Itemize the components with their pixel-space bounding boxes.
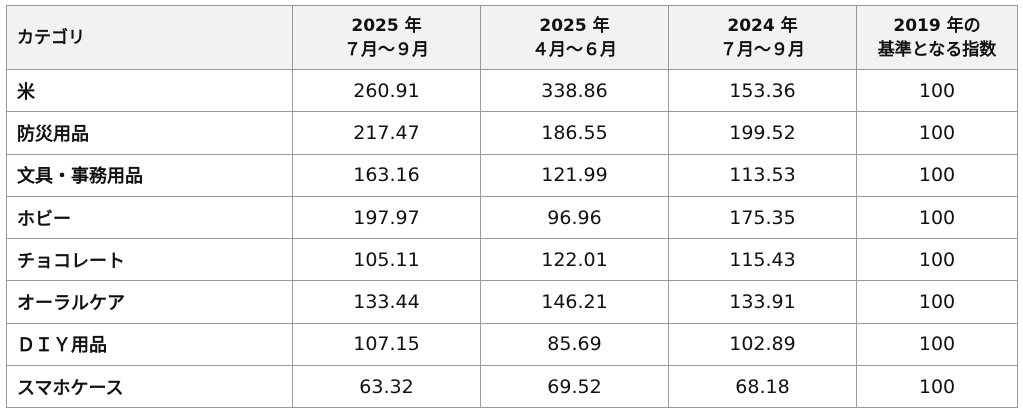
value-cell: 85.69 <box>480 322 669 367</box>
category-cell: ホビー <box>6 195 293 240</box>
category-cell: 防災用品 <box>6 111 293 155</box>
header-text: 2025 年 <box>539 15 610 36</box>
header-text: 2025 年 <box>351 15 422 36</box>
value-cell: 100 <box>856 68 1018 113</box>
value-cell: 199.52 <box>668 111 857 155</box>
table-row: 防災用品 217.47 186.55 199.52 100 <box>6 111 1018 155</box>
value-cell: 100 <box>856 365 1018 409</box>
value-cell: 146.21 <box>480 280 669 324</box>
header-text: ４月～６月 <box>532 39 617 60</box>
value-cell: 186.55 <box>480 111 669 155</box>
table-row: チョコレート 105.11 122.01 115.43 100 <box>6 238 1018 282</box>
category-cell: 米 <box>6 68 293 113</box>
value-cell: 100 <box>856 280 1018 324</box>
header-text: ７月～９月 <box>720 39 805 60</box>
data-table: カテゴリ 2025 年 ７月～９月 2025 年 ４月～６月 2024 年 ７月～９月 201… <box>6 5 1018 409</box>
value-cell: 153.36 <box>668 68 857 113</box>
category-cell: チョコレート <box>6 238 293 282</box>
header-cell: 2025 年 ４月～６月 <box>480 5 669 70</box>
value-cell: 133.91 <box>668 280 857 324</box>
category-cell: ＤＩＹ用品 <box>6 322 293 367</box>
value-cell: 217.47 <box>292 111 481 155</box>
value-cell: 133.44 <box>292 280 481 324</box>
category-cell: オーラルケア <box>6 280 293 324</box>
header-text: カテゴリ <box>17 27 85 48</box>
table-row: オーラルケア 133.44 146.21 133.91 100 <box>6 280 1018 324</box>
value-cell: 107.15 <box>292 322 481 367</box>
header-text: ７月～９月 <box>344 39 429 60</box>
value-cell: 175.35 <box>668 195 857 240</box>
header-text: 2024 年 <box>727 15 798 36</box>
table-header: カテゴリ 2025 年 ７月～９月 2025 年 ４月～６月 2024 年 ７月～９月 201… <box>6 5 1018 70</box>
header-cell: 2019 年の 基準となる指数 <box>856 5 1018 70</box>
value-cell: 68.18 <box>668 365 857 409</box>
table-row: スマホケース 63.32 69.52 68.18 100 <box>6 365 1018 409</box>
value-cell: 100 <box>856 238 1018 282</box>
value-cell: 100 <box>856 153 1018 197</box>
value-cell: 121.99 <box>480 153 669 197</box>
value-cell: 338.86 <box>480 68 669 113</box>
value-cell: 100 <box>856 322 1018 367</box>
value-cell: 113.53 <box>668 153 857 197</box>
value-cell: 122.01 <box>480 238 669 282</box>
value-cell: 260.91 <box>292 68 481 113</box>
header-cell: 2024 年 ７月～９月 <box>668 5 857 70</box>
table-row: ホビー 197.97 96.96 175.35 100 <box>6 195 1018 240</box>
header-row: カテゴリ 2025 年 ７月～９月 2025 年 ４月～６月 2024 年 ７月～９月 201… <box>6 5 1018 70</box>
value-cell: 163.16 <box>292 153 481 197</box>
value-cell: 105.11 <box>292 238 481 282</box>
value-cell: 96.96 <box>480 195 669 240</box>
category-cell: スマホケース <box>6 365 293 409</box>
header-cell: カテゴリ <box>6 5 293 70</box>
value-cell: 63.32 <box>292 365 481 409</box>
value-cell: 100 <box>856 195 1018 240</box>
value-cell: 197.97 <box>292 195 481 240</box>
value-cell: 100 <box>856 111 1018 155</box>
header-text: 2019 年の <box>893 15 981 36</box>
table-row: ＤＩＹ用品 107.15 85.69 102.89 100 <box>6 322 1018 367</box>
table-body: 米 260.91 338.86 153.36 100 防災用品 217.47 186.55 19… <box>6 68 1018 409</box>
value-cell: 69.52 <box>480 365 669 409</box>
category-cell: 文具・事務用品 <box>6 153 293 197</box>
table-row: 米 260.91 338.86 153.36 100 <box>6 68 1018 113</box>
value-cell: 115.43 <box>668 238 857 282</box>
table-row: 文具・事務用品 163.16 121.99 113.53 100 <box>6 153 1018 197</box>
header-text: 基準となる指数 <box>877 39 997 60</box>
value-cell: 102.89 <box>668 322 857 367</box>
header-cell: 2025 年 ７月～９月 <box>292 5 481 70</box>
